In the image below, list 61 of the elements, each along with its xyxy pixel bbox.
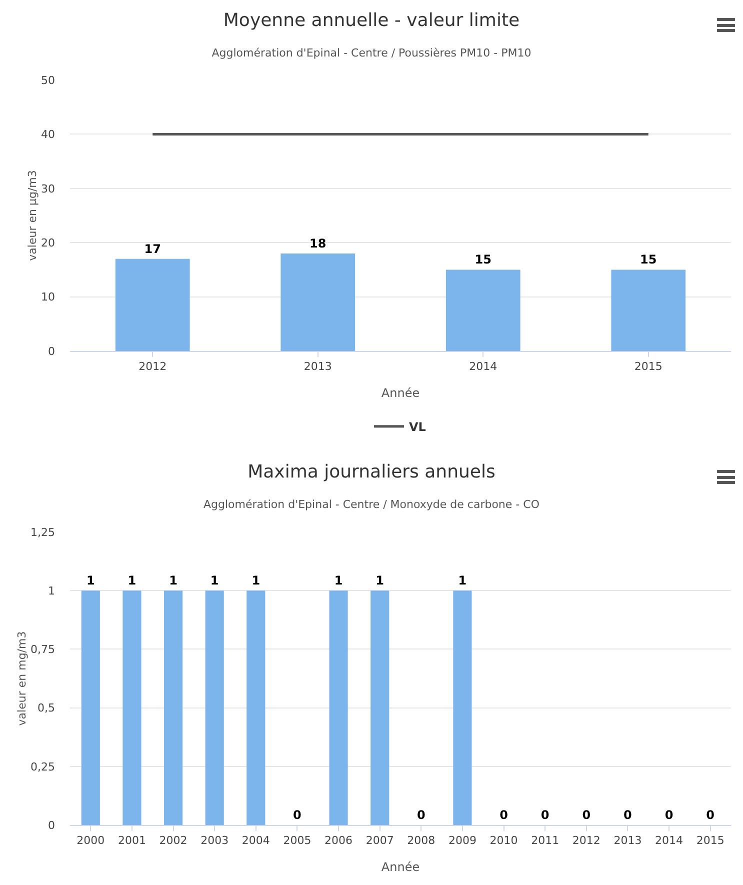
y-tick-label: 50: [41, 74, 55, 87]
x-tick-label: 2001: [118, 834, 146, 848]
x-tick-label: 2002: [159, 834, 188, 848]
y-tick-label: 0,25: [30, 760, 55, 774]
x-tick-label: 2015: [696, 834, 724, 848]
y-axis-title: valeur en mg/m3: [16, 631, 28, 726]
data-label: 1: [334, 574, 343, 588]
x-tick-label: 2014: [655, 834, 684, 848]
x-tick-label: 2005: [283, 834, 312, 848]
chart-title: Moyenne annuelle - valeur limite: [223, 10, 520, 32]
data-label: 1: [86, 574, 95, 588]
data-label: 18: [310, 236, 326, 250]
chart-subtitle: Agglomération d'Epinal - Centre / Poussières PM10 - PM10: [212, 46, 532, 60]
chart-subtitle: Agglomération d'Epinal - Centre / Monoxyde de carbone - CO: [204, 498, 540, 511]
x-axis-title: Année: [381, 386, 420, 400]
legend-label: VL: [409, 420, 426, 434]
y-tick-label: 10: [41, 290, 55, 304]
data-label: 0: [706, 808, 715, 822]
data-label: 1: [128, 574, 136, 588]
y-tick-label: 0: [48, 344, 55, 358]
x-tick-label: 2013: [614, 834, 642, 848]
x-tick-label: 2012: [138, 360, 167, 374]
data-label: 0: [582, 808, 591, 822]
data-label: 15: [640, 252, 657, 267]
data-label: 0: [293, 808, 302, 822]
x-tick-label: 2011: [531, 834, 560, 848]
y-tick-label: 1: [48, 584, 55, 598]
x-tick-label: 2012: [572, 834, 600, 848]
x-axis-title: Année: [381, 860, 420, 874]
x-tick-label: 2004: [242, 834, 270, 848]
data-label: 1: [458, 574, 467, 588]
y-tick-label: 40: [41, 128, 55, 142]
chart-title: Maxima journaliers annuels: [248, 462, 496, 483]
y-tick-label: 0,75: [30, 643, 55, 656]
y-tick-label: 1,25: [30, 526, 55, 539]
data-label: 0: [540, 808, 550, 822]
x-tick-label: 2006: [324, 834, 353, 848]
data-label: 1: [169, 574, 178, 588]
x-tick-label: 2015: [634, 360, 662, 374]
y-tick-label: 30: [41, 182, 55, 196]
data-label: 0: [624, 808, 632, 822]
y-tick-label: 0,5: [38, 702, 55, 715]
data-label: 1: [210, 574, 219, 588]
x-tick-label: 2013: [304, 360, 332, 374]
y-axis-title: valeur en µg/m3: [26, 170, 39, 261]
x-tick-label: 2008: [407, 834, 436, 848]
data-label: 0: [664, 808, 674, 822]
data-label: 0: [500, 808, 508, 822]
data-label: 1: [252, 574, 260, 588]
y-tick-label: 20: [41, 236, 55, 250]
data-label: 15: [474, 252, 492, 267]
x-tick-label: 2007: [366, 834, 394, 848]
x-tick-label: 2010: [490, 834, 518, 848]
data-label: 0: [416, 808, 426, 822]
x-tick-label: 2003: [200, 834, 229, 848]
y-tick-label: 0: [48, 818, 55, 832]
x-tick-label: 2014: [469, 360, 498, 374]
x-tick-label: 2000: [76, 834, 105, 848]
data-label: 1: [376, 574, 384, 588]
data-label: 17: [144, 242, 161, 256]
x-tick-label: 2009: [448, 834, 476, 848]
